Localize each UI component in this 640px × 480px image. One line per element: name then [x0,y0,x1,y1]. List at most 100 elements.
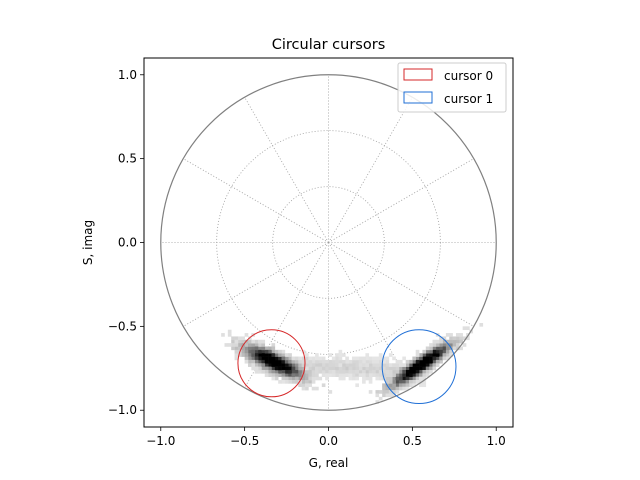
histogram-bin [338,376,343,381]
histogram-bin [274,353,279,357]
histogram-bin [358,369,363,374]
cursor-1-circle [381,329,457,405]
histogram-bin [318,369,323,374]
histogram-bin [311,366,316,371]
histogram-bin [419,359,423,364]
histogram-bin [439,339,443,344]
histogram-bin [439,336,443,341]
histogram-bin [432,359,437,364]
histogram-bin [368,373,373,377]
histogram-bin [298,383,302,388]
histogram-bin [281,366,286,371]
histogram-bin [398,363,403,367]
histogram-bin [368,366,373,371]
histogram-bin [291,359,296,364]
y-tick-label: −1.0 [108,403,137,417]
histogram-bin [358,366,363,371]
histogram-bin [247,343,252,347]
histogram-bin [419,383,423,388]
histogram-bin [355,369,359,374]
histogram-bin [402,383,406,388]
histogram-bin [395,369,400,374]
histogram-bin [388,369,393,374]
histogram-bin [241,339,245,344]
histogram-bin [395,390,400,394]
histogram-bin [274,369,279,374]
histogram-bin [268,349,272,354]
histogram-bin [358,356,363,361]
histogram-bin [335,369,339,374]
histogram-bin [305,356,309,361]
histogram-bin [402,369,406,374]
histogram-bin [341,359,346,364]
histogram-bin [301,376,306,381]
histogram-bin [335,359,339,364]
histogram-bin [368,380,373,384]
histogram-bin [372,359,376,364]
histogram-bin [331,359,336,364]
histogram-bin [378,373,383,377]
histogram-bin [355,363,359,367]
histogram-bin [445,339,450,344]
histogram-bin [301,356,306,361]
histogram-bin [425,369,430,374]
histogram-bin [415,369,420,374]
legend-label-cursor-1: cursor 1 [444,92,493,106]
histogram-bin [355,359,359,364]
histogram-bin [395,386,400,391]
histogram-bin [328,363,333,367]
histogram-bin [445,353,450,357]
histogram-bin [284,369,289,374]
histogram-bin [258,369,262,374]
histogram-bin [284,366,289,371]
histogram-bin [439,346,443,351]
histogram-bin [288,366,292,371]
histogram-bin [274,373,279,377]
histogram-bin [395,376,400,381]
histogram-bin [432,346,437,351]
histogram-bin [237,346,242,351]
histogram-bin [432,363,437,367]
histogram-bin [321,363,326,367]
histogram-bin [452,343,457,347]
histogram-bin [455,336,460,341]
histogram-bin [261,349,266,354]
histogram-bin [422,353,427,357]
histogram-bin [251,349,255,354]
histogram-bin [405,363,410,367]
histogram-bin [395,366,400,371]
histogram-bin [392,383,396,388]
histogram-bin [231,343,235,347]
histogram-bin [331,369,336,374]
y-axis-ticks: −1.0 −0.5 0.0 0.5 1.0 [108,68,144,417]
histogram-bin [392,369,396,374]
histogram-bin [368,363,373,367]
histogram-bin [455,333,460,337]
histogram-bin [405,373,410,377]
histogram-bin [291,376,296,381]
histogram-bin [298,356,302,361]
histogram-bin [398,386,403,391]
histogram-bin [388,363,393,367]
histogram-bin [247,349,252,354]
histogram-bin [382,390,386,394]
histogram-bin [291,356,296,361]
histogram-bin [348,359,353,364]
histogram-bin [392,376,396,381]
histogram-bin [442,336,447,341]
histogram-bin [311,386,316,391]
histogram-bin [378,369,383,374]
histogram-bin [348,376,353,381]
histogram-bin [395,380,400,384]
histogram-bin [258,349,262,354]
histogram-bin [251,339,255,344]
grid-spoke [328,242,474,327]
histogram-bin [402,386,406,391]
histogram-bin [298,376,302,381]
histogram-bin [281,356,286,361]
histogram-bin [341,363,346,367]
histogram-bin [321,383,326,388]
histogram-bin [315,359,319,364]
histogram-bin [258,353,262,357]
histogram-bin [261,369,266,374]
